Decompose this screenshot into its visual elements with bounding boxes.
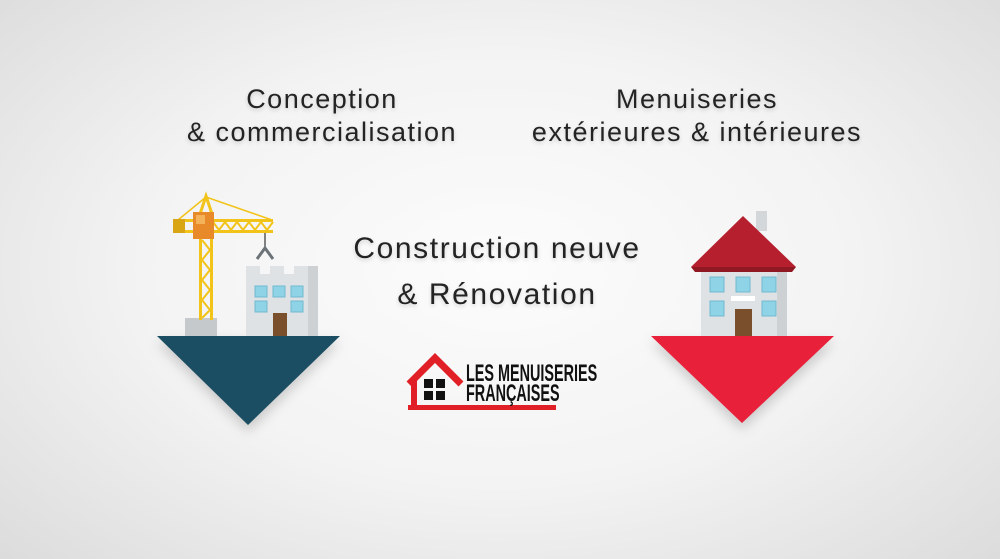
right-caption-line-2: extérieures & intérieures [531,117,863,147]
left-caption-line-2: & commercialisation [186,117,458,147]
conception-commercialisation-caption: Conception & commercialisation [147,83,497,149]
logo-line-1: LES MENUISERIES [466,360,598,387]
left-illustration [157,191,340,425]
logo-house-outline-icon [406,353,556,410]
center-caption-line-2: & Rénovation [397,278,597,311]
construction-renovation-caption: Construction neuve & Rénovation [307,226,687,318]
right-illustration [651,211,834,423]
left-caption-line-1: Conception [246,84,398,114]
logo-line-2: FRANÇAISES [466,380,560,407]
crane-icon [173,191,275,336]
house-icon [691,211,796,336]
logo-wordmark: LES MENUISERIES FRANÇAISES [466,360,598,407]
building-icon [246,266,318,336]
menuiseries-caption: Menuiseries extérieures & intérieures [522,83,872,149]
left-down-triangle-icon [157,336,340,425]
right-down-triangle-icon [651,336,834,423]
center-caption-line-1: Construction neuve [353,232,641,265]
logo-underline-bar [408,405,556,410]
right-caption-line-1: Menuiseries [615,84,779,114]
